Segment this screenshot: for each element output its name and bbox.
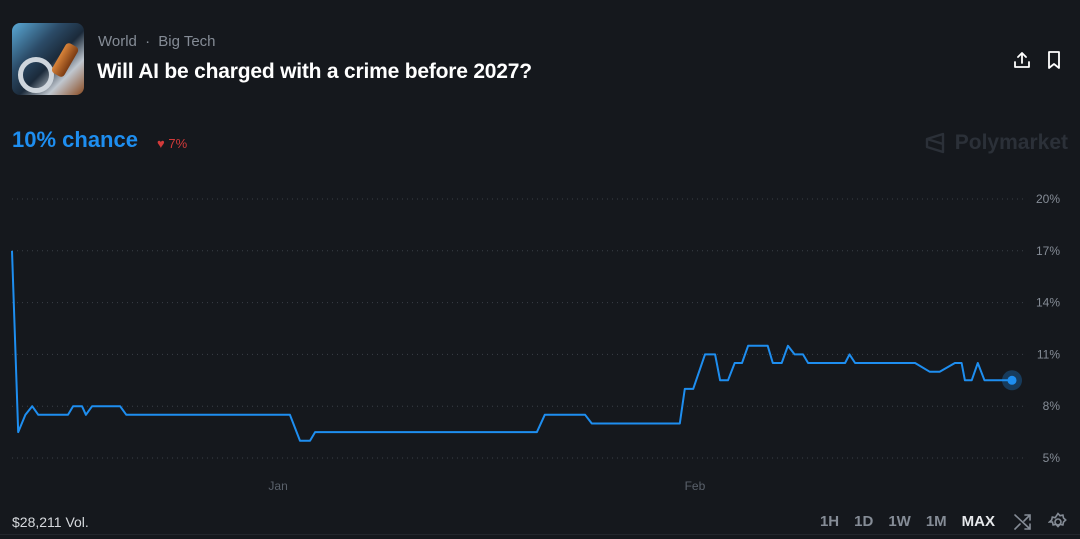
chance-label: 10% chance xyxy=(12,127,138,152)
delta-badge: ♥ 7% xyxy=(157,136,187,151)
breadcrumb: World · Big Tech xyxy=(98,33,220,50)
y-tick-label: 17% xyxy=(1036,244,1060,258)
polymarket-logo: Polymarket xyxy=(923,131,1068,155)
volume-label: $28,211 Vol. xyxy=(12,514,89,530)
range-1m[interactable]: 1M xyxy=(925,513,947,530)
x-tick-label: Feb xyxy=(685,479,706,493)
bookmark-icon[interactable] xyxy=(1044,50,1064,70)
market-thumbnail xyxy=(12,23,84,95)
range-selector: 1H 1D 1W 1M MAX xyxy=(820,513,995,530)
breadcrumb-separator: · xyxy=(145,33,151,50)
range-1w[interactable]: 1W xyxy=(888,513,911,530)
down-triangle-icon: ♥ xyxy=(157,136,165,151)
y-tick-label: 11% xyxy=(1037,347,1060,361)
y-tick-label: 8% xyxy=(1043,399,1061,413)
settings-gear-icon[interactable] xyxy=(1048,512,1068,532)
divider xyxy=(0,534,1080,535)
y-tick-label: 5% xyxy=(1043,451,1061,465)
range-max[interactable]: MAX xyxy=(961,513,995,530)
shuffle-icon[interactable] xyxy=(1013,512,1033,532)
breadcrumb-big-tech[interactable]: Big Tech xyxy=(158,33,216,50)
breadcrumb-world[interactable]: World xyxy=(98,33,137,50)
share-icon[interactable] xyxy=(1012,50,1032,70)
last-point-marker xyxy=(1007,375,1017,385)
range-1h[interactable]: 1H xyxy=(819,513,840,530)
y-tick-label: 20% xyxy=(1036,192,1060,206)
x-tick-label: Jan xyxy=(268,479,287,493)
brand-name: Polymarket xyxy=(954,131,1068,154)
market-title: Will AI be charged with a crime before 2… xyxy=(97,60,532,83)
y-tick-label: 14% xyxy=(1036,296,1060,310)
delta-value: 7% xyxy=(168,136,188,151)
series-line xyxy=(11,250,1012,442)
range-1d[interactable]: 1D xyxy=(854,513,874,530)
polymarket-logo-icon xyxy=(925,132,944,154)
